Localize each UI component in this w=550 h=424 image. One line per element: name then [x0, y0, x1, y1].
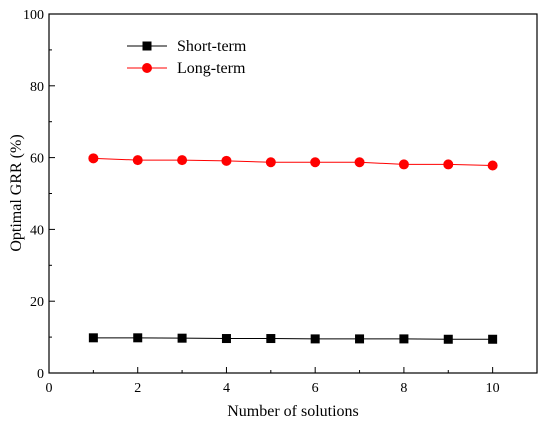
- data-point: [443, 334, 453, 344]
- series-line: [93, 337, 493, 340]
- data-point: [398, 159, 409, 170]
- data-point: [310, 157, 321, 168]
- data-point: [354, 157, 365, 168]
- data-point: [132, 155, 143, 166]
- y-axis-title: Optimal GRR (%): [8, 134, 25, 251]
- data-point: [399, 334, 409, 344]
- data-point: [133, 333, 143, 343]
- legend-marker: [142, 41, 152, 51]
- data-point: [221, 334, 231, 344]
- legend-label: Short-term: [177, 38, 247, 55]
- x-tick-label: 0: [46, 381, 53, 396]
- x-axis-title: Number of solutions: [227, 403, 359, 420]
- data-point: [310, 334, 320, 344]
- x-tick-label: 10: [486, 381, 500, 396]
- series-layer: [88, 153, 498, 344]
- data-point: [88, 333, 98, 343]
- data-point: [488, 334, 498, 344]
- series-long-term: [88, 153, 498, 171]
- y-tick-label: 40: [30, 223, 44, 238]
- data-point: [443, 159, 454, 170]
- y-tick-label: 60: [30, 152, 44, 167]
- data-point: [266, 334, 276, 344]
- data-point: [88, 153, 99, 164]
- x-tick-label: 2: [134, 381, 141, 396]
- y-tick-label: 20: [30, 295, 44, 310]
- y-tick-label: 0: [37, 367, 44, 382]
- data-point: [177, 333, 187, 343]
- legend-marker: [142, 63, 152, 73]
- y-axis-ticks: 0 20 40 60 80 100: [23, 8, 55, 382]
- y-tick-label: 100: [23, 8, 44, 23]
- series-line: [93, 157, 493, 166]
- legend-item: Short-term: [127, 38, 247, 55]
- x-tick-label: 4: [223, 381, 230, 396]
- data-point: [265, 157, 276, 168]
- legend: Short-term Long-term: [127, 38, 247, 77]
- legend-label: Long-term: [177, 60, 246, 77]
- data-point: [177, 155, 188, 166]
- series-short-term: [88, 333, 498, 344]
- data-point: [487, 160, 498, 171]
- data-point: [355, 334, 365, 344]
- x-tick-label: 8: [400, 381, 407, 396]
- plot-frame: [48, 13, 538, 374]
- data-point: [221, 155, 232, 166]
- x-axis-ticks: 0 2 4 6 8 10: [46, 367, 500, 396]
- x-tick-label: 6: [312, 381, 319, 396]
- legend-item: Long-term: [127, 60, 246, 77]
- y-tick-label: 80: [30, 80, 44, 95]
